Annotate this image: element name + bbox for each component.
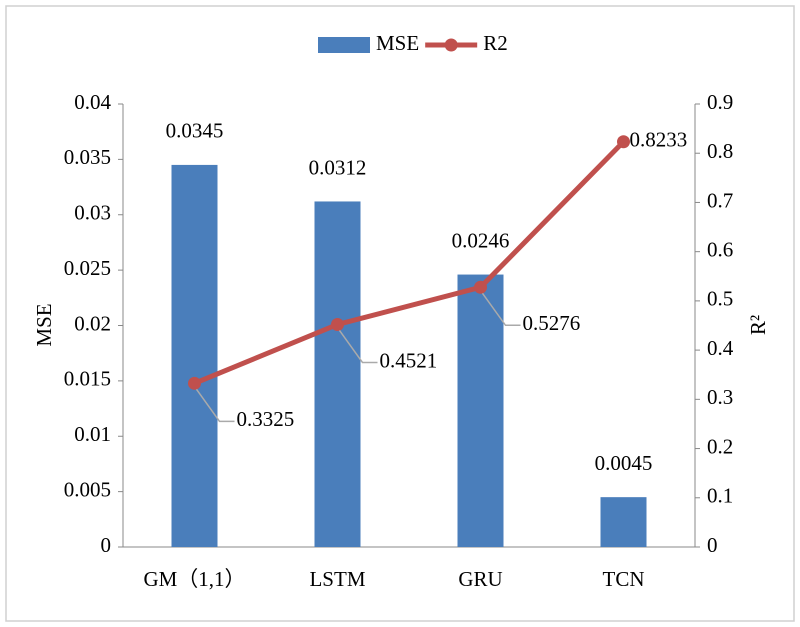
y2-tick-label: 0 <box>707 533 718 557</box>
bar <box>314 201 361 547</box>
y2-tick-label: 0.2 <box>707 434 733 458</box>
leader-line <box>338 330 378 364</box>
y-tick-label: 0.02 <box>74 311 111 335</box>
y2-tick-label: 0.1 <box>707 484 733 508</box>
line-value-label: 0.5276 <box>523 311 581 335</box>
legend-swatch <box>318 37 370 53</box>
bar-value-label: 0.0345 <box>166 119 224 143</box>
y-axis-label: MSE <box>32 303 56 346</box>
y-tick-label: 0.035 <box>64 145 111 169</box>
bar <box>171 164 218 547</box>
legend-label: MSE <box>376 31 419 55</box>
bar-value-label: 0.0246 <box>452 228 510 252</box>
line-point <box>331 317 344 331</box>
y2-tick-label: 0.7 <box>707 188 733 212</box>
x-tick-label: GRU <box>458 567 502 591</box>
bar <box>457 274 504 547</box>
line <box>193 140 626 386</box>
chart-frame <box>5 5 795 622</box>
y2-tick-label: 0.4 <box>707 336 734 360</box>
line-point <box>617 135 630 149</box>
legend-label: R2 <box>483 31 508 55</box>
y2-tick-label: 0.8 <box>707 139 733 163</box>
line-point <box>188 376 201 390</box>
y-tick-label: 0 <box>101 533 112 557</box>
y-tick-label: 0.01 <box>74 422 111 446</box>
y-tick-label: 0.005 <box>64 477 111 501</box>
y-tick-label: 0.015 <box>64 367 111 391</box>
y-tick-label: 0.04 <box>74 90 111 114</box>
y-tick-label: 0.03 <box>74 201 111 225</box>
leader-line <box>481 292 521 327</box>
leader-line <box>195 388 235 423</box>
bar-value-label: 0.0312 <box>309 155 367 179</box>
y2-tick-label: 0.9 <box>707 90 733 114</box>
line-value-label: 0.4521 <box>380 348 438 372</box>
x-tick-label: GM（1,1） <box>143 567 245 591</box>
line-value-label: 0.8233 <box>630 128 688 152</box>
y2-tick-label: 0.3 <box>707 385 733 409</box>
x-tick-label: LSTM <box>309 567 365 591</box>
y-tick-label: 0.025 <box>64 256 111 280</box>
legend-swatch-marker <box>444 38 458 52</box>
line-value-label: 0.3325 <box>237 407 295 431</box>
bar <box>600 497 647 547</box>
bar-value-label: 0.0045 <box>595 451 653 475</box>
x-tick-label: TCN <box>603 567 645 591</box>
y2-axis-label: R² <box>746 315 770 335</box>
y2-tick-label: 0.5 <box>707 287 733 311</box>
y2-tick-label: 0.6 <box>707 237 733 261</box>
line-point <box>474 280 487 294</box>
